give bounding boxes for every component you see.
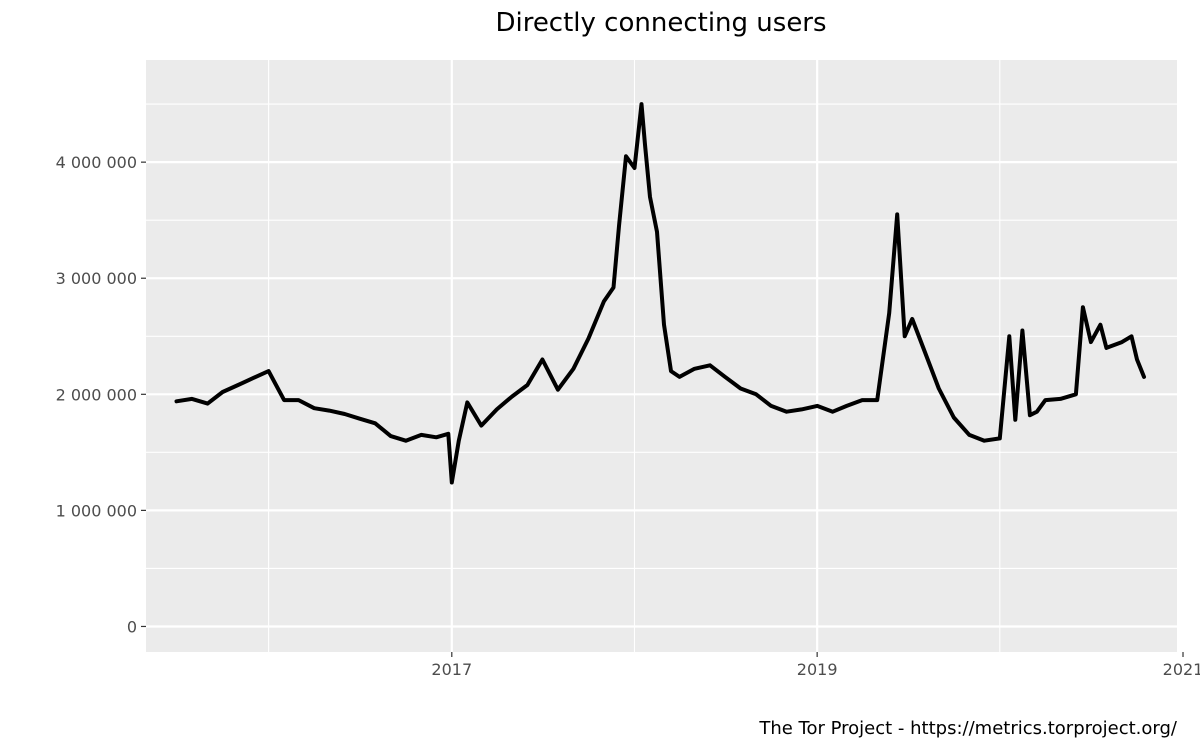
series-layer: [174, 102, 1146, 485]
y-tick-label: 2 000 000: [56, 385, 137, 404]
y-tick-label: 1 000 000: [56, 501, 137, 520]
y-tick-label: 0: [127, 617, 137, 636]
axes: 0 1 000 000 2 000 000 3 000 000 4 000 000 201…: [56, 153, 1200, 679]
y-tick-label: 3 000 000: [56, 269, 137, 288]
plot-panel: [146, 60, 1177, 652]
x-tick-label: 2019: [797, 660, 838, 679]
x-tick-label: 2021: [1163, 660, 1200, 679]
chart-title: Directly connecting users: [495, 8, 826, 38]
x-tick-label: 2017: [431, 660, 472, 679]
series-line: [174, 102, 1146, 485]
chart-caption: The Tor Project - https://metrics.torpro…: [758, 718, 1178, 739]
y-tick-label: 4 000 000: [56, 153, 137, 172]
